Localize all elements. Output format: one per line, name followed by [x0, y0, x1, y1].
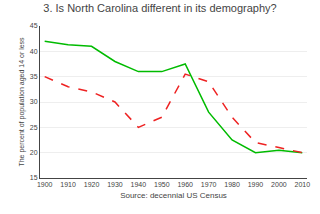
- svg-text:15: 15: [30, 174, 38, 181]
- svg-text:30: 30: [30, 98, 38, 105]
- svg-text:1940: 1940: [131, 181, 147, 188]
- svg-text:1930: 1930: [107, 181, 123, 188]
- svg-text:25: 25: [30, 124, 38, 131]
- svg-text:1960: 1960: [177, 181, 193, 188]
- svg-text:1990: 1990: [248, 181, 264, 188]
- svg-text:40: 40: [30, 48, 38, 55]
- svg-text:1970: 1970: [201, 181, 217, 188]
- svg-text:2000: 2000: [271, 181, 287, 188]
- svg-text:3. Is North Carolina different: 3. Is North Carolina different in its de…: [43, 2, 276, 14]
- svg-text:1920: 1920: [84, 181, 100, 188]
- svg-text:35: 35: [30, 73, 38, 80]
- svg-text:Source: decennial US Census: Source: decennial US Census: [120, 191, 227, 200]
- svg-text:1980: 1980: [224, 181, 240, 188]
- svg-text:20: 20: [30, 149, 38, 156]
- svg-text:1900: 1900: [37, 181, 53, 188]
- svg-text:The percent of population aged: The percent of population aged 14 or les…: [18, 37, 26, 167]
- svg-text:1910: 1910: [60, 181, 76, 188]
- svg-text:2010: 2010: [295, 181, 311, 188]
- svg-text:45: 45: [30, 22, 38, 29]
- svg-text:1950: 1950: [154, 181, 170, 188]
